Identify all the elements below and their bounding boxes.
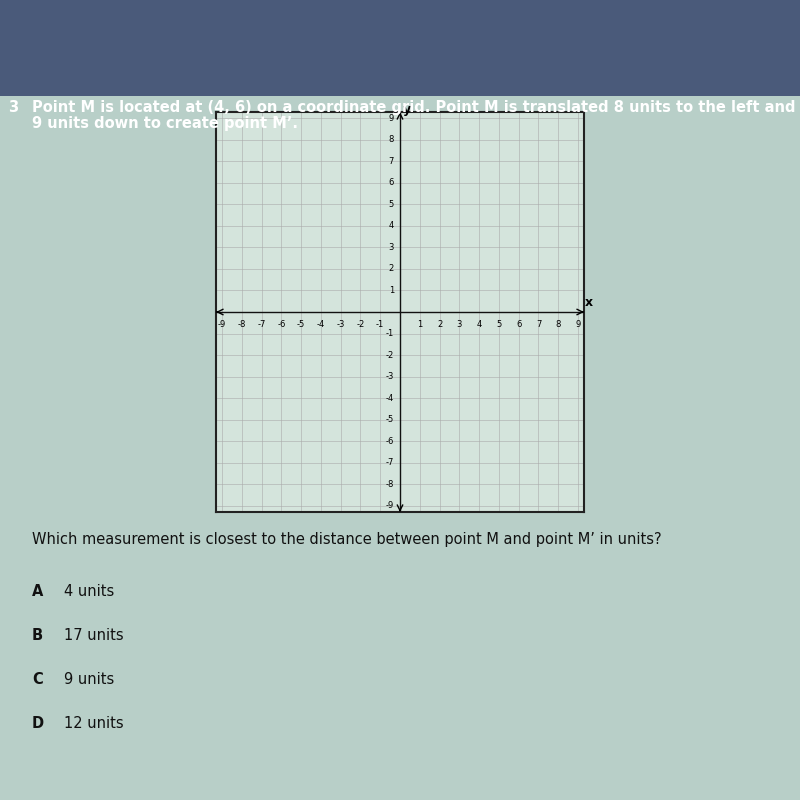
Text: 5: 5 [389, 200, 394, 209]
Text: 1: 1 [389, 286, 394, 295]
Text: 3: 3 [389, 243, 394, 252]
Text: -5: -5 [297, 319, 306, 329]
Text: -9: -9 [386, 501, 394, 510]
Text: 3: 3 [457, 319, 462, 329]
Text: -6: -6 [277, 319, 286, 329]
Text: -5: -5 [386, 415, 394, 424]
Text: 4: 4 [477, 319, 482, 329]
Text: Which measurement is closest to the distance between point M and point M’ in uni: Which measurement is closest to the dist… [32, 532, 662, 547]
Text: 2: 2 [437, 319, 442, 329]
Text: -7: -7 [258, 319, 266, 329]
Text: A: A [32, 584, 43, 599]
Text: 8: 8 [555, 319, 561, 329]
Text: B: B [32, 628, 43, 643]
Text: 2: 2 [389, 265, 394, 274]
Text: Point M is located at (4, 6) on a coordinate grid. Point M is translated 8 units: Point M is located at (4, 6) on a coordi… [32, 100, 795, 115]
Text: -4: -4 [317, 319, 325, 329]
Text: -1: -1 [376, 319, 384, 329]
Text: -3: -3 [337, 319, 345, 329]
Text: -3: -3 [386, 372, 394, 381]
Text: y: y [403, 103, 411, 116]
Text: -1: -1 [386, 329, 394, 338]
Text: 3: 3 [8, 100, 18, 115]
Text: -2: -2 [356, 319, 365, 329]
Text: 17 units: 17 units [64, 628, 124, 643]
Text: 9: 9 [575, 319, 581, 329]
Text: 9 units: 9 units [64, 672, 114, 687]
Text: 9: 9 [389, 114, 394, 123]
Text: x: x [585, 296, 593, 309]
Text: 12 units: 12 units [64, 716, 124, 731]
Text: -4: -4 [386, 394, 394, 402]
Text: -8: -8 [238, 319, 246, 329]
Text: C: C [32, 672, 42, 687]
Text: -2: -2 [386, 350, 394, 359]
Text: 4 units: 4 units [64, 584, 114, 599]
Text: -7: -7 [386, 458, 394, 467]
Text: 4: 4 [389, 222, 394, 230]
Text: 9 units down to create point M’.: 9 units down to create point M’. [32, 116, 298, 131]
Text: -8: -8 [386, 479, 394, 489]
Text: 6: 6 [389, 178, 394, 187]
Text: 1: 1 [417, 319, 422, 329]
Text: -6: -6 [386, 437, 394, 446]
Text: 7: 7 [389, 157, 394, 166]
Text: 8: 8 [389, 135, 394, 145]
Text: 7: 7 [536, 319, 541, 329]
Text: D: D [32, 716, 44, 731]
Text: 6: 6 [516, 319, 522, 329]
Text: 5: 5 [496, 319, 502, 329]
Text: -9: -9 [218, 319, 226, 329]
